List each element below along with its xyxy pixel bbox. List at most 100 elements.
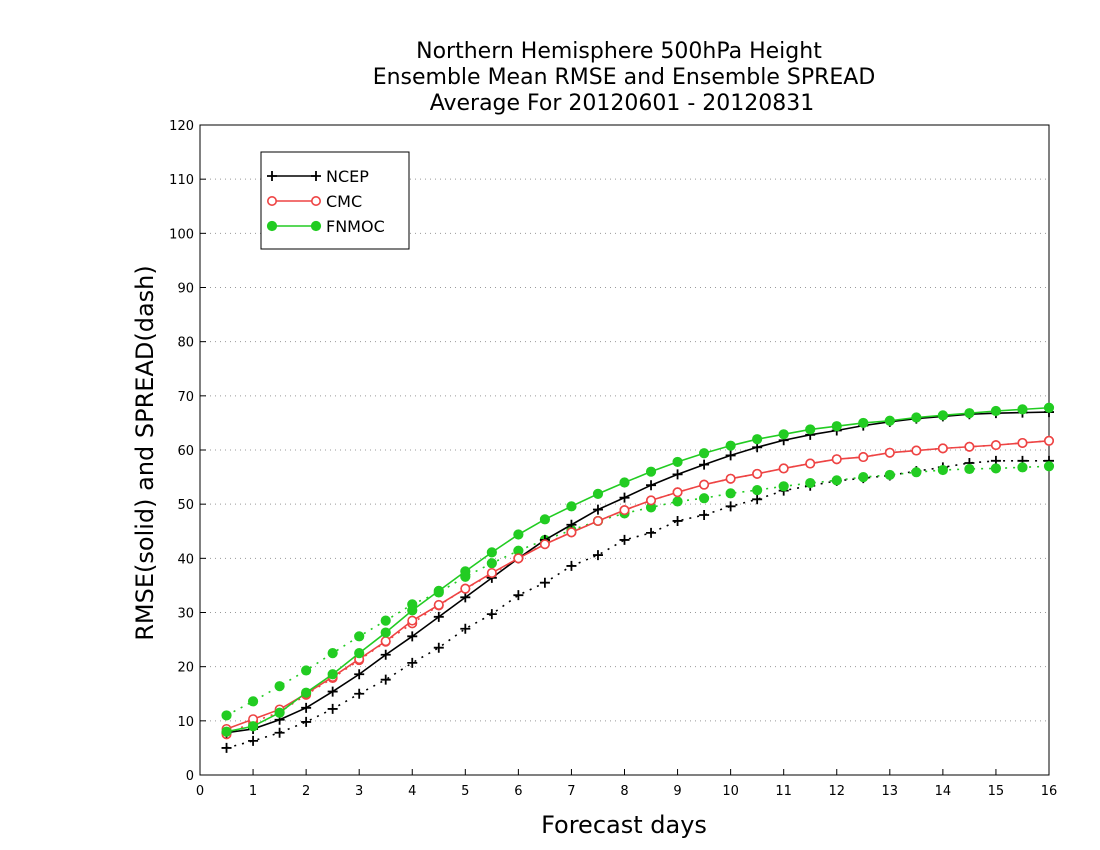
data-point-fnmoc-rmse (486, 547, 497, 558)
data-point-fnmoc-spread (354, 631, 365, 642)
data-point-cmc-rmse (486, 567, 497, 578)
series-fnmoc-rmse (221, 402, 1055, 737)
data-point-fnmoc-rmse (990, 405, 1002, 417)
data-point-cmc-rmse (513, 553, 524, 564)
data-point-ncep-spread (274, 727, 285, 738)
data-point-fnmoc-rmse (274, 707, 285, 718)
x-tick-label: 9 (673, 784, 681, 799)
y-axis: 0 10 20 30 40 50 60 70 80 90 100 110 120 (169, 119, 206, 784)
data-point-fnmoc-spread (486, 558, 497, 569)
data-point-ncep-spread (407, 657, 418, 668)
data-point-cmc-rmse (380, 636, 391, 647)
chart-title: Northern Hemisphere 500hPa Height Ensemb… (373, 39, 876, 116)
data-point-ncep-spread (380, 674, 391, 685)
x-tick-label: 10 (722, 784, 739, 799)
data-point-fnmoc-rmse (1017, 404, 1028, 415)
x-tick-label: 7 (567, 784, 575, 799)
data-point-fnmoc-spread (274, 681, 285, 692)
data-point-cmc-rmse (911, 445, 922, 456)
data-point-cmc-rmse (699, 479, 710, 490)
data-point-fnmoc-rmse (1043, 402, 1055, 413)
data-point-ncep-spread (592, 550, 603, 561)
data-point-fnmoc-rmse (407, 605, 418, 616)
x-tick-label: 16 (1041, 784, 1058, 799)
series-line-ncep-spread (226, 460, 1049, 749)
data-point-ncep-spread (460, 623, 471, 634)
data-point-ncep-spread (699, 510, 710, 520)
data-point-ncep-spread (248, 735, 259, 746)
data-point-ncep-spread (619, 534, 630, 545)
data-point-fnmoc-rmse (592, 488, 604, 499)
data-point-ncep-rmse (619, 492, 630, 503)
y-tick-label: 20 (177, 661, 194, 676)
series-line-cmc-spread (226, 439, 1050, 736)
data-point-fnmoc-rmse (247, 721, 259, 732)
data-point-ncep-spread (354, 688, 365, 699)
data-point-fnmoc-spread (698, 493, 710, 504)
data-point-fnmoc-rmse (301, 687, 312, 698)
data-point-fnmoc-spread (327, 648, 338, 659)
x-axis-label: Forecast days (541, 811, 707, 839)
data-point-fnmoc-spread (964, 463, 975, 475)
x-tick-label: 4 (408, 784, 416, 799)
data-point-ncep-spread (672, 515, 683, 526)
series-line-cmc-rmse (226, 439, 1050, 730)
y-tick-label: 90 (177, 282, 194, 297)
data-point-ncep-rmse (354, 669, 365, 680)
data-point-cmc-rmse (884, 447, 895, 458)
data-point-fnmoc-rmse (725, 440, 736, 451)
data-point-ncep-rmse (433, 611, 444, 622)
data-point-fnmoc-rmse (752, 434, 763, 445)
data-point-fnmoc-rmse (698, 448, 710, 459)
legend-label-ncep: NCEP (326, 167, 369, 186)
data-point-ncep-spread (646, 527, 657, 538)
y-axis-label: RMSE(solid) and SPREAD(dash) (131, 265, 159, 641)
data-point-ncep-rmse (725, 450, 736, 461)
x-tick-label: 6 (514, 784, 522, 799)
legend-marker-ncep (267, 171, 277, 181)
data-point-fnmoc-rmse (619, 477, 630, 488)
data-point-ncep-spread (725, 501, 736, 512)
data-point-ncep-rmse (672, 469, 683, 480)
data-point-fnmoc-rmse (460, 566, 471, 577)
data-point-cmc-rmse (1044, 435, 1055, 446)
series-fnmoc-spread (221, 461, 1055, 721)
data-point-ncep-rmse (460, 592, 471, 603)
data-point-fnmoc-spread (301, 665, 312, 676)
legend-marker-cmc (266, 196, 277, 207)
y-tick-label: 30 (177, 607, 194, 622)
series-line-fnmoc-spread (226, 465, 1050, 717)
data-point-cmc-rmse (725, 473, 736, 484)
data-point-fnmoc-spread (380, 615, 391, 626)
legend-marker-ncep (311, 171, 321, 181)
data-point-fnmoc-rmse (221, 726, 232, 737)
data-point-cmc-rmse (566, 527, 577, 538)
data-point-ncep-spread (539, 577, 550, 588)
title-line-2: Ensemble Mean RMSE and Ensemble SPREAD (373, 65, 876, 90)
data-point-ncep-spread (433, 642, 444, 653)
x-tick-label: 3 (355, 784, 363, 799)
y-tick-label: 70 (177, 390, 194, 405)
series-ncep-spread (221, 455, 1054, 753)
series-line-ncep-rmse (226, 411, 1050, 734)
data-point-cmc-rmse (990, 440, 1001, 451)
data-point-cmc-rmse (778, 463, 789, 474)
y-tick-label: 50 (177, 498, 194, 513)
data-point-ncep-rmse (699, 459, 710, 470)
data-point-cmc-rmse (407, 615, 418, 626)
data-point-fnmoc-rmse (672, 456, 683, 468)
y-tick-label: 80 (177, 336, 194, 351)
data-point-fnmoc-spread (672, 496, 683, 507)
data-point-cmc-rmse (672, 487, 683, 498)
x-tick-label: 8 (620, 784, 628, 799)
series-layer (221, 402, 1055, 753)
series-line-fnmoc-rmse (226, 406, 1050, 733)
data-point-cmc-rmse (831, 454, 842, 465)
data-point-fnmoc-rmse (539, 514, 551, 525)
x-axis: 0 1 2 3 4 5 6 7 8 9 10 11 12 13 14 15 16 (196, 769, 1057, 799)
data-point-fnmoc-rmse (937, 410, 948, 421)
data-point-fnmoc-spread (1043, 461, 1055, 472)
data-point-fnmoc-spread (858, 471, 869, 483)
data-point-ncep-rmse (327, 686, 338, 697)
x-tick-label: 11 (775, 784, 792, 799)
